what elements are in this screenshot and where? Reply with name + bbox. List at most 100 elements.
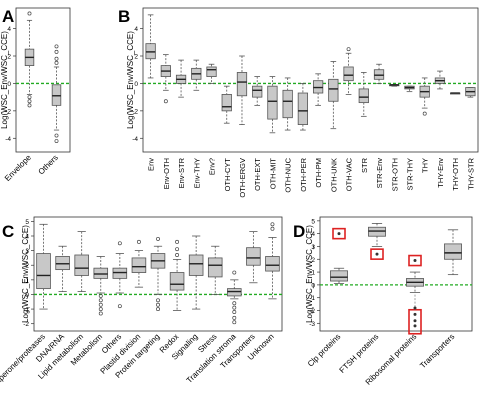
outlier-point <box>413 324 417 328</box>
outlier-point <box>156 236 160 241</box>
outlier-point <box>54 44 59 49</box>
y-tick-label: -4 <box>5 136 11 143</box>
iqr-box <box>188 254 204 276</box>
y-tick-label: 2 <box>7 54 11 61</box>
outlier-point <box>413 312 417 316</box>
category-label: OTH-CYT <box>223 158 232 192</box>
y-axis-label: Log(WSC_Env/WSC_CCE) <box>21 225 30 323</box>
category-label: THY <box>421 158 430 173</box>
box-dna-rna <box>55 245 70 292</box>
box-env- <box>206 63 217 84</box>
y-tick-label: 3 <box>311 244 315 251</box>
category-label: OTH-UNK <box>329 158 338 192</box>
y-tick-label: 0 <box>134 81 138 88</box>
iqr-box <box>330 270 348 282</box>
outlier-point <box>27 95 32 100</box>
y-tick-label: 4 <box>134 26 138 33</box>
y-axis-label: Log(WSC_Env/WSC_CCE) <box>305 225 314 323</box>
iqr-box <box>206 66 217 77</box>
plot-frame <box>33 216 283 332</box>
outlier-point <box>156 302 160 307</box>
outlier-point <box>175 247 180 252</box>
category-label: OTH-PM <box>314 158 323 188</box>
y-tick-label: -4 <box>132 136 138 143</box>
outlier-point <box>98 311 103 316</box>
iqr-box <box>55 256 70 271</box>
box-oth-unk <box>328 61 339 130</box>
box-envelope <box>24 11 35 108</box>
box-str-oth <box>389 84 400 87</box>
category-label: Env-STR <box>177 157 186 188</box>
outlier-point <box>27 99 32 104</box>
iqr-box <box>36 253 51 290</box>
y-tick-label: 1 <box>311 270 315 277</box>
y-tick-label: 4 <box>311 231 315 238</box>
y-tick-label: -2 <box>5 108 11 115</box>
iqr-box <box>131 257 147 273</box>
box-plastid-division <box>131 239 147 288</box>
panel-letter: B <box>118 7 130 26</box>
iqr-box <box>252 85 263 98</box>
box-others <box>112 241 128 309</box>
y-tick-label: -2 <box>23 321 29 328</box>
panel-letter: C <box>2 222 14 241</box>
y-axis-label: Log(WSC_Env/WSC_CCE) <box>126 31 135 129</box>
box-thy <box>419 77 430 116</box>
outlier-point <box>422 111 427 116</box>
plot-frame <box>319 216 473 332</box>
box-signaling <box>188 235 204 310</box>
box-ribosomal-proteins <box>406 271 424 293</box>
category-label: THY-Env <box>436 158 445 188</box>
y-tick-label: 2 <box>311 257 315 264</box>
category-label: OTH-EXT <box>253 158 262 191</box>
outlier-point <box>375 252 379 256</box>
box-unknown <box>265 222 280 300</box>
category-label: OTH-MIT <box>268 158 277 190</box>
outlier-point <box>54 56 59 61</box>
outlier-point <box>270 226 275 231</box>
iqr-box <box>444 243 462 260</box>
category-label: STR-THY <box>405 158 414 191</box>
box-str-thy <box>404 85 415 93</box>
outlier-point <box>136 239 141 244</box>
box-clp-proteins <box>330 267 348 285</box>
outlier-point <box>270 222 275 227</box>
outlier-point <box>98 298 103 303</box>
iqr-box <box>236 72 248 97</box>
box-translation-stroma <box>227 270 242 325</box>
highlight-marker <box>408 254 422 267</box>
category-label: Env-OTH <box>162 158 171 189</box>
y-tick-label: 3 <box>25 248 29 255</box>
box-transporters <box>246 231 261 284</box>
box-thy-oth <box>450 92 461 95</box>
outlier-point <box>232 320 237 325</box>
iqr-box <box>358 88 369 104</box>
y-tick-label: 0 <box>311 282 315 289</box>
y-tick-label: 2 <box>25 263 29 270</box>
outlier-point <box>337 232 341 236</box>
iqr-box <box>74 254 89 276</box>
category-label: OTH-PER <box>299 157 308 191</box>
iqr-box <box>282 89 293 119</box>
plot-frame <box>15 7 71 153</box>
category-label: STR-Env <box>375 158 384 189</box>
y-tick-label: 5 <box>25 219 29 226</box>
outlier-point <box>175 253 180 257</box>
box-redox <box>169 239 185 311</box>
outlier-point <box>232 305 237 310</box>
outlier-point <box>156 298 160 303</box>
y-tick-label: -1 <box>23 307 29 314</box>
y-tick-label: -3 <box>309 321 315 328</box>
iqr-box <box>246 247 261 266</box>
outlier-point <box>232 310 237 314</box>
outlier-point <box>54 49 59 54</box>
y-tick-label: -2 <box>309 308 315 315</box>
category-label: Env <box>147 158 156 171</box>
box-protein-targeting <box>150 236 166 312</box>
box-oth-mit <box>267 76 278 134</box>
outlier-point <box>27 11 32 16</box>
category-label: Clp proteins <box>306 332 343 369</box>
outlier-point <box>413 259 417 263</box>
outlier-point <box>163 99 168 104</box>
